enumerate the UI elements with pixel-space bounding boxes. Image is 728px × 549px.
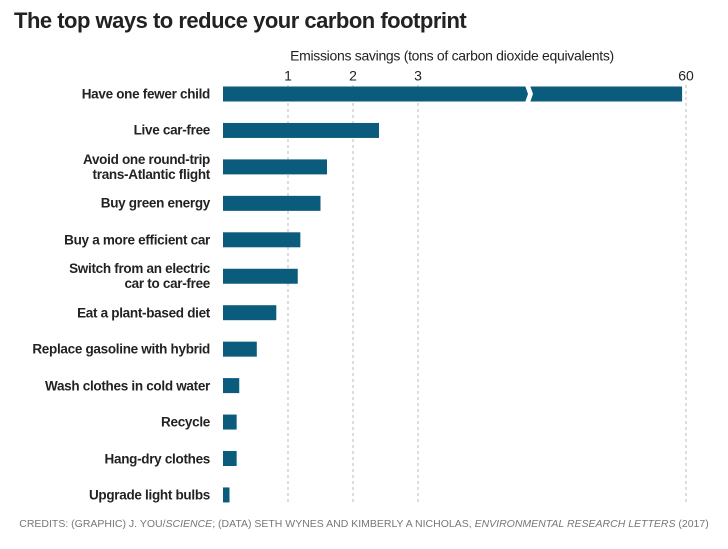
x-tick-label: 2 [349, 68, 357, 84]
category-label: Eat a plant-based diet [77, 305, 210, 321]
category-label: Avoid one round-trip trans-Atlantic flig… [83, 151, 210, 182]
bar [223, 341, 257, 357]
credits-part: CREDITS: (GRAPHIC) J. YOU/ [19, 518, 165, 530]
bar [223, 232, 301, 248]
bar [223, 414, 237, 430]
bar [223, 195, 321, 211]
credits-part: ; (DATA) SETH WYNES AND KIMBERLY A NICHO… [212, 518, 474, 530]
category-label: Upgrade light bulbs [88, 487, 210, 503]
x-tick-label: 3 [414, 68, 422, 84]
category-label: Live car-free [133, 122, 211, 138]
bar [223, 122, 379, 138]
credits: CREDITS: (GRAPHIC) J. YOU/SCIENCE; (DATA… [19, 518, 709, 530]
bar [223, 378, 240, 394]
bar [223, 451, 237, 466]
x-tick-label: 60 [678, 68, 694, 84]
category-label: Replace gasoline with hybrid [32, 341, 210, 357]
category-label: Buy a more efficient car [64, 232, 210, 248]
bar [223, 305, 277, 321]
category-label: Hang-dry clothes [104, 451, 211, 466]
bar [223, 86, 683, 102]
bar [223, 268, 298, 284]
category-label: Switch from an electric car to car-free [69, 261, 210, 292]
x-tick-label: 1 [284, 68, 292, 84]
x-axis-label: Emissions savings (tons of carbon dioxid… [290, 48, 614, 64]
category-label: Recycle [161, 414, 210, 430]
chart-title: The top ways to reduce your carbon footp… [14, 8, 467, 33]
credits-part: SCIENCE [166, 518, 214, 530]
bar [223, 159, 327, 175]
category-label: Wash clothes in cold water [45, 378, 210, 394]
category-label: Have one fewer child [81, 86, 211, 102]
credits-part: (2017) [675, 518, 708, 530]
bar [223, 487, 230, 503]
axis-break [525, 85, 533, 103]
category-label: Buy green energy [100, 195, 211, 211]
credits-part: ENVIRONMENTAL RESEARCH LETTERS [475, 518, 676, 530]
